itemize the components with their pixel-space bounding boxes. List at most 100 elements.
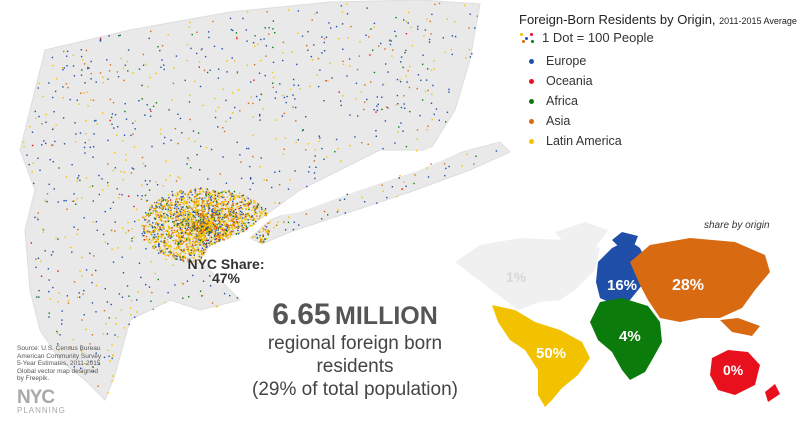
population-dot (182, 250, 184, 252)
population-dot (182, 297, 184, 299)
population-dot (372, 49, 374, 51)
population-dot (230, 207, 232, 209)
population-dot (247, 204, 249, 207)
population-dot (236, 71, 239, 73)
population-dot (213, 219, 215, 221)
population-dot (171, 233, 173, 235)
population-dot (223, 203, 225, 205)
population-dot (199, 197, 201, 199)
population-dot (240, 220, 242, 222)
pct-latin-america: 50% (536, 345, 566, 362)
population-dot (200, 224, 202, 226)
population-dot (95, 81, 97, 83)
population-dot (164, 247, 166, 249)
population-dot (177, 242, 180, 245)
population-dot (416, 129, 419, 131)
population-dot (87, 67, 89, 70)
population-dot (154, 229, 156, 232)
population-dot (67, 302, 70, 304)
population-dot (211, 202, 214, 204)
population-dot (146, 199, 148, 202)
population-dot (230, 219, 232, 221)
population-dot (138, 68, 141, 70)
population-dot (111, 248, 113, 250)
population-dot (218, 215, 220, 217)
population-dot (222, 194, 224, 196)
population-dot (211, 242, 213, 244)
population-dot (216, 235, 218, 237)
population-dot (298, 224, 300, 226)
population-dot (85, 363, 87, 365)
population-dot (195, 203, 198, 205)
population-dot (175, 195, 178, 198)
population-dot (208, 232, 210, 235)
population-dot (110, 229, 113, 232)
population-dot (178, 204, 180, 206)
population-dot (66, 50, 69, 53)
population-dot (228, 191, 230, 193)
population-dot (187, 238, 190, 240)
population-dot (234, 208, 237, 211)
population-dot (238, 227, 240, 229)
population-dot (202, 212, 204, 215)
population-dot (355, 98, 357, 100)
population-dot (231, 227, 233, 229)
population-dot (213, 218, 216, 220)
population-dot (69, 98, 71, 101)
population-dot (237, 207, 239, 210)
population-dot (289, 178, 291, 181)
population-dot (155, 181, 157, 183)
population-dot (219, 226, 221, 228)
population-dot (394, 142, 396, 144)
population-dot (201, 230, 204, 232)
population-dot (172, 193, 174, 195)
population-dot (231, 224, 233, 226)
population-dot (203, 206, 205, 208)
population-dot (165, 244, 167, 247)
population-dot (247, 202, 249, 204)
population-dot (141, 225, 143, 227)
population-dot (150, 233, 152, 235)
population-dot (184, 226, 186, 229)
population-dot (175, 223, 177, 225)
population-dot (228, 209, 230, 211)
population-dot (384, 120, 387, 122)
population-dot (212, 213, 214, 216)
population-dot (231, 57, 233, 59)
population-dot (188, 137, 190, 140)
population-dot (227, 210, 230, 213)
population-dot (164, 206, 166, 209)
population-dot (145, 238, 147, 240)
population-dot (162, 234, 164, 237)
population-dot (49, 159, 51, 161)
population-dot (417, 74, 420, 76)
population-dot (125, 118, 128, 120)
population-dot (382, 190, 384, 192)
population-dot (181, 205, 183, 208)
population-dot (173, 221, 175, 223)
population-dot (241, 222, 244, 224)
population-dot (145, 283, 147, 286)
population-dot (177, 232, 180, 234)
population-dot (232, 197, 235, 199)
population-dot (162, 198, 165, 200)
population-dot (162, 225, 164, 228)
population-dot (403, 95, 405, 97)
population-dot (198, 215, 200, 217)
population-dot (191, 216, 193, 218)
population-dot (342, 95, 344, 97)
population-dot (193, 206, 195, 209)
population-dot (219, 209, 221, 212)
population-dot (159, 214, 161, 217)
population-dot (107, 349, 109, 351)
population-dot (23, 141, 25, 143)
population-dot (240, 229, 242, 231)
population-dot (163, 68, 165, 71)
population-dot (205, 193, 207, 195)
population-dot (262, 108, 264, 110)
population-dot (273, 226, 275, 229)
population-dot (196, 193, 198, 196)
population-dot (216, 213, 219, 216)
population-dot (179, 213, 181, 216)
population-dot (189, 260, 192, 263)
